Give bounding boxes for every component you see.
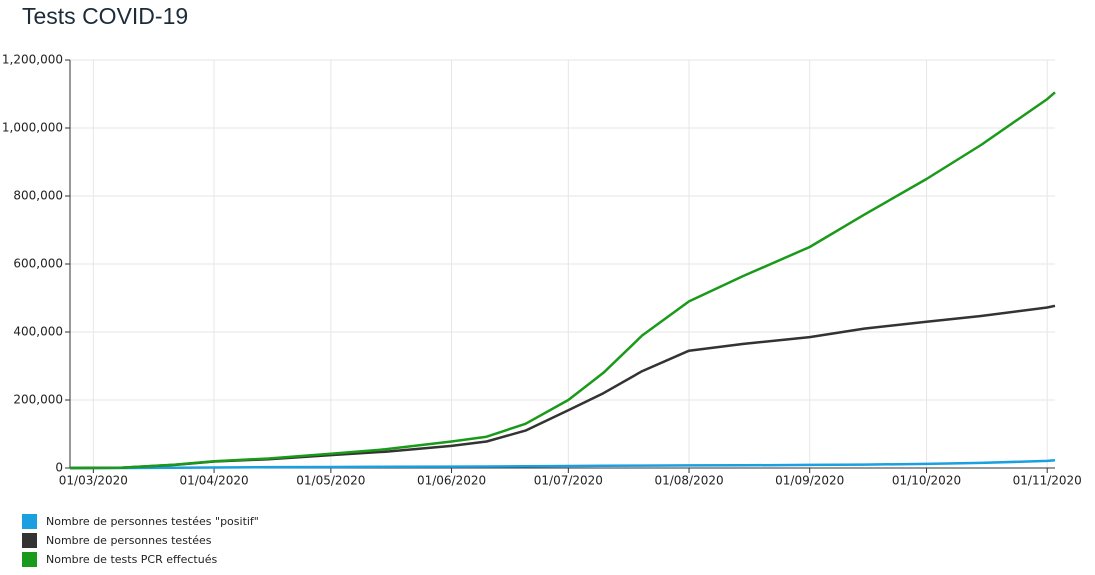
legend-label: Nombre de tests PCR effectués: [46, 553, 217, 566]
y-tick-label: 1,000,000: [2, 121, 63, 135]
line: [69, 91, 1056, 470]
x-tick-label: 01/04/2020: [179, 474, 248, 488]
legend-label: Nombre de personnes testées: [46, 534, 212, 547]
x-tick-label: 01/05/2020: [296, 474, 365, 488]
x-tick-label: 01/08/2020: [654, 474, 723, 488]
y-tick-label: 200,000: [13, 393, 63, 407]
x-tick-label: 01/03/2020: [59, 474, 128, 488]
x-tick-label: 01/07/2020: [534, 474, 603, 488]
x-tick-label: 01/11/2020: [1013, 474, 1082, 488]
y-tick-label: 1,200,000: [2, 53, 63, 67]
legend-swatch: [22, 533, 37, 548]
legend-swatch: [22, 552, 37, 567]
y-tick-label: 400,000: [13, 325, 63, 339]
x-tick-label: 01/10/2020: [892, 474, 961, 488]
x-tick-label: 01/09/2020: [775, 474, 844, 488]
x-tick-label: 01/06/2020: [417, 474, 486, 488]
legend-swatch: [22, 514, 37, 529]
y-tick-label: 600,000: [13, 257, 63, 271]
line: [69, 304, 1056, 470]
legend-label: Nombre de personnes testées "positif": [46, 515, 259, 528]
y-tick-label: 800,000: [13, 189, 63, 203]
line: [70, 458, 1056, 470]
y-tick-label: 0: [55, 461, 63, 475]
chart-title: Tests COVID-19: [22, 3, 188, 29]
